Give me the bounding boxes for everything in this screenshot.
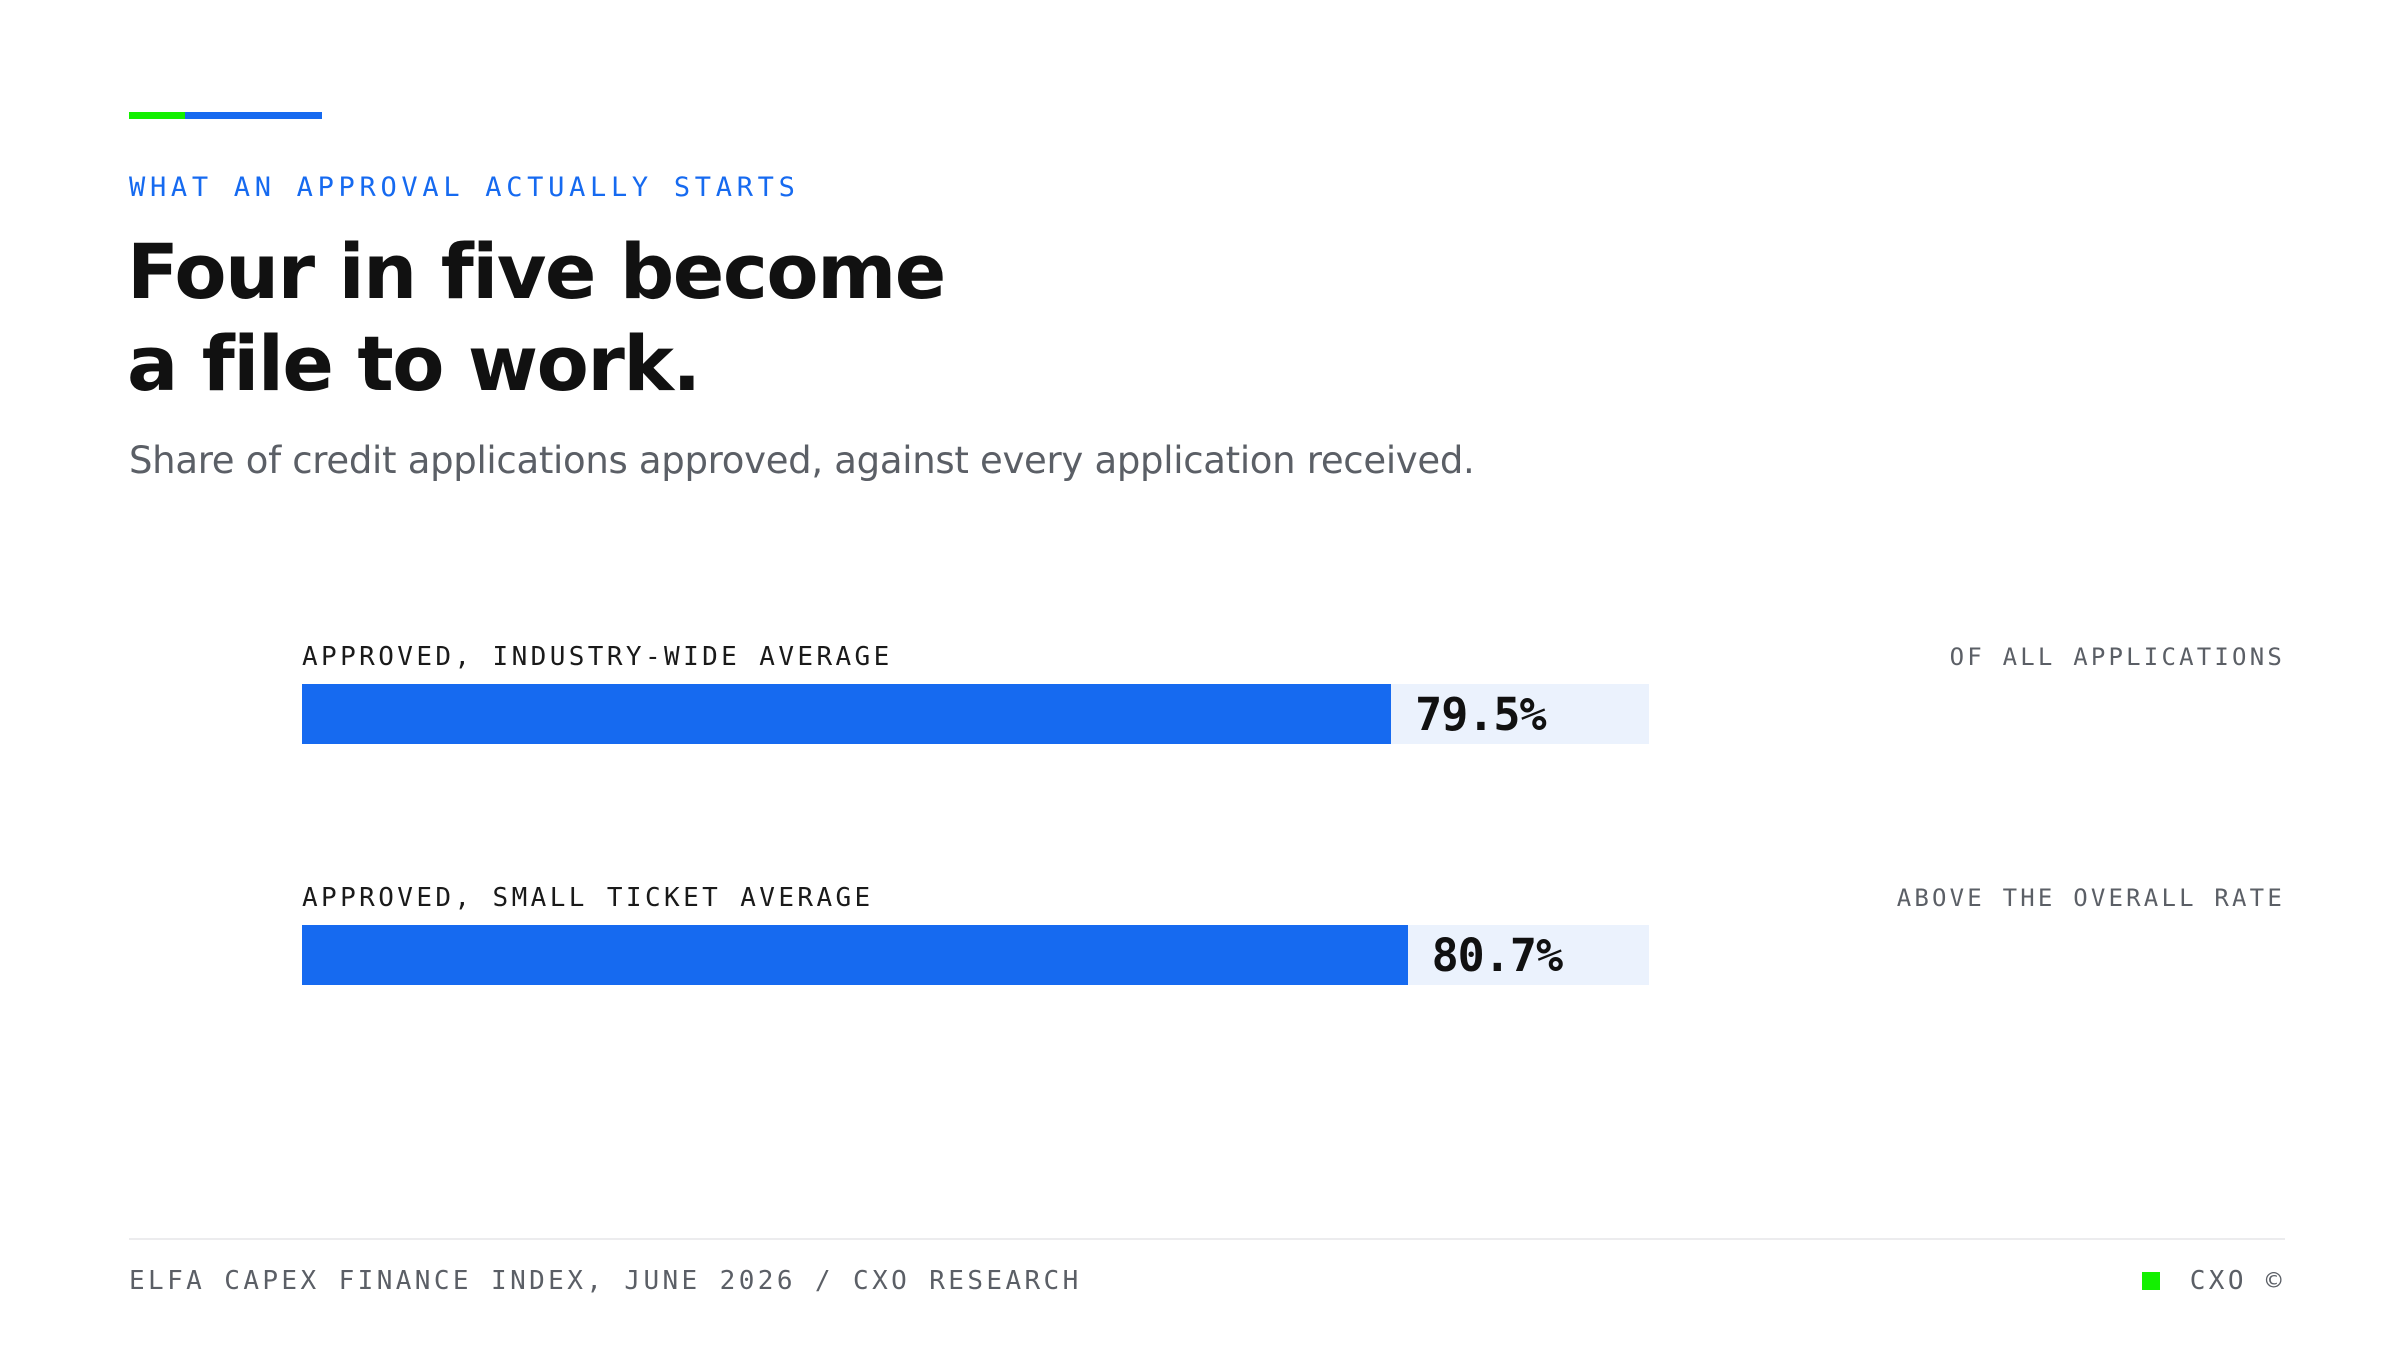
brand-name: CXO © bbox=[2189, 1266, 2285, 1296]
bar-value-label: 79.5% bbox=[1415, 688, 1546, 741]
bar-fill bbox=[302, 925, 1408, 985]
bar-fill bbox=[302, 684, 1392, 744]
bar-note: OF ALL APPLICATIONS bbox=[1949, 643, 2285, 671]
footer-divider bbox=[129, 1238, 2285, 1240]
chart-title-line-1: Four in five become bbox=[127, 227, 946, 316]
footer-source: ELFA CAPEX FINANCE INDEX, JUNE 2026 / CX… bbox=[129, 1266, 1082, 1296]
footer-brand: CXO © bbox=[2141, 1264, 2285, 1298]
accent-line-blue bbox=[185, 112, 322, 119]
accent-line-green bbox=[129, 112, 185, 119]
chart-title-line-2: a file to work. bbox=[127, 319, 701, 408]
eyebrow-label: WHAT AN APPROVAL ACTUALLY STARTS bbox=[129, 172, 800, 203]
bar-track: 80.7% bbox=[302, 925, 1649, 985]
bar-track: 79.5% bbox=[302, 684, 1649, 744]
chart-subtitle: Share of credit applications approved, a… bbox=[129, 439, 1475, 482]
bar-label: APPROVED, SMALL TICKET AVERAGE bbox=[302, 883, 874, 913]
bar-value-label: 80.7% bbox=[1431, 929, 1563, 982]
accent-line bbox=[129, 112, 322, 119]
brand-square-icon bbox=[2141, 1272, 2160, 1290]
bar-label: APPROVED, INDUSTRY-WIDE AVERAGE bbox=[302, 642, 893, 672]
chart-title: Four in five become a file to work. bbox=[127, 226, 946, 410]
bar-note: ABOVE THE OVERALL RATE bbox=[1896, 884, 2285, 912]
